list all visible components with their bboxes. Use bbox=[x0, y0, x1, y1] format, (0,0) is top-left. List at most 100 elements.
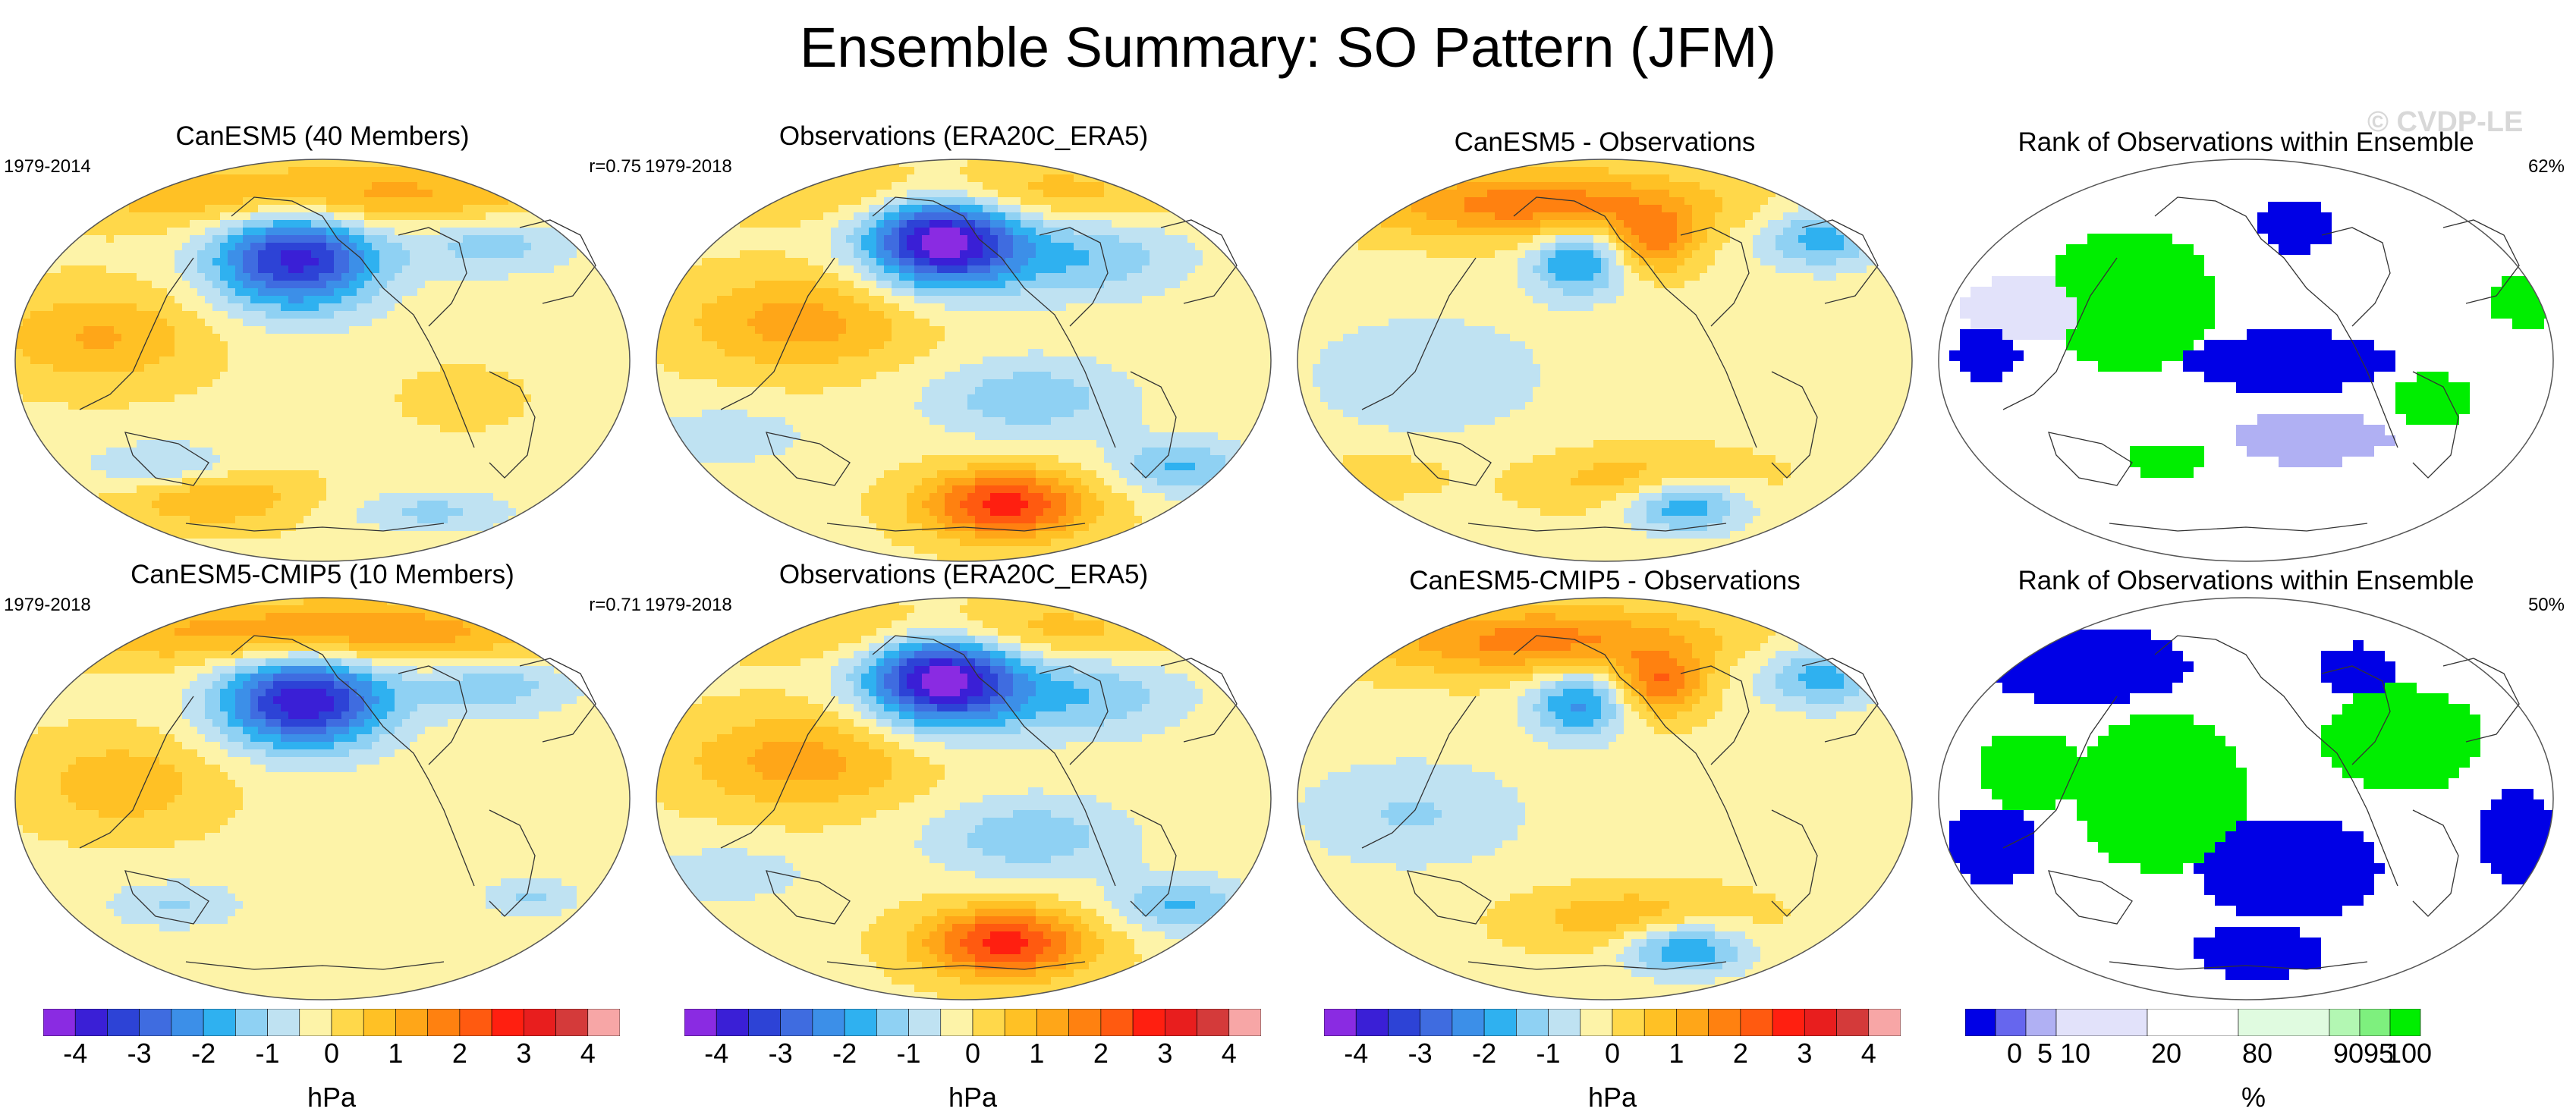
colorbar-tick-label: 3 bbox=[1157, 1038, 1172, 1069]
colorbar-swatch bbox=[813, 1009, 845, 1036]
colorbar-tick-label: 4 bbox=[1222, 1038, 1237, 1069]
colorbar-swatch bbox=[556, 1009, 588, 1036]
colorbar-tick-label: 90 bbox=[2333, 1038, 2364, 1069]
colorbar-tick-label: 5 bbox=[2037, 1038, 2052, 1069]
map-field bbox=[15, 598, 631, 1000]
colorbar-swatch bbox=[1581, 1009, 1612, 1036]
slp-map bbox=[4, 144, 641, 565]
colorbar-swatch bbox=[140, 1009, 171, 1036]
colorbar-tick-label: 2 bbox=[452, 1038, 467, 1069]
colorbar-swatch bbox=[43, 1009, 75, 1036]
colorbar-swatch bbox=[1804, 1009, 1836, 1036]
map-field bbox=[1297, 159, 1913, 562]
colorbar-swatch bbox=[781, 1009, 813, 1036]
colorbar-swatch bbox=[1165, 1009, 1197, 1036]
colorbar-swatch bbox=[75, 1009, 107, 1036]
colorbar-swatch bbox=[588, 1009, 620, 1036]
slp-map bbox=[645, 583, 1282, 1003]
colorbar-swatch bbox=[2390, 1009, 2420, 1036]
colorbar-swatch bbox=[524, 1009, 555, 1036]
colorbar-tick-label: 2 bbox=[1733, 1038, 1748, 1069]
colorbar-swatch bbox=[2329, 1009, 2360, 1036]
figure-title: Ensemble Summary: SO Pattern (JFM) bbox=[0, 14, 2576, 82]
colorbar-tick-label: 1 bbox=[1029, 1038, 1044, 1069]
colorbar-tick-label: -1 bbox=[1536, 1038, 1561, 1069]
colorbar-swatch bbox=[1772, 1009, 1804, 1036]
colorbar-swatch bbox=[1516, 1009, 1548, 1036]
colorbar-swatch bbox=[1324, 1009, 1356, 1036]
map-field bbox=[15, 159, 631, 562]
colorbar-swatch bbox=[1197, 1009, 1229, 1036]
colorbar-tick-label: -2 bbox=[191, 1038, 215, 1069]
colorbar-swatch bbox=[1388, 1009, 1420, 1036]
colorbar-tick-label: 20 bbox=[2151, 1038, 2181, 1069]
colorbar-swatch bbox=[1133, 1009, 1165, 1036]
colorbar-tick-label: -1 bbox=[256, 1038, 280, 1069]
map-field bbox=[656, 598, 1272, 1000]
colorbar-tick-label: 3 bbox=[516, 1038, 531, 1069]
colorbar-unit: % bbox=[1965, 1082, 2542, 1113]
colorbar-tick-label: -2 bbox=[1472, 1038, 1496, 1069]
colorbar-swatch bbox=[2056, 1009, 2147, 1036]
panel-difference: CanESM5 - Observations bbox=[1286, 121, 1923, 565]
colorbar-swatches bbox=[684, 1009, 1261, 1036]
colorbar-swatch bbox=[1869, 1009, 1901, 1036]
colorbar-tick-label: 4 bbox=[1861, 1038, 1876, 1069]
colorbar-swatch bbox=[684, 1009, 716, 1036]
colorbar-swatch bbox=[1452, 1009, 1484, 1036]
colorbar-swatch bbox=[332, 1009, 363, 1036]
colorbar-swatches bbox=[43, 1009, 620, 1036]
colorbar-unit: hPa bbox=[43, 1082, 620, 1113]
colorbar-swatch bbox=[1837, 1009, 1869, 1036]
colorbar-unit: hPa bbox=[1324, 1082, 1901, 1113]
panel-rank-2: Rank of Observations within Ensemble 50% bbox=[1927, 560, 2565, 1003]
colorbar-swatch bbox=[1484, 1009, 1516, 1036]
map-field bbox=[1297, 598, 1913, 1000]
colorbar-swatch bbox=[1069, 1009, 1101, 1036]
colorbar-swatch bbox=[1965, 1009, 1996, 1036]
colorbar-swatches bbox=[1965, 1009, 2542, 1036]
colorbar-swatch bbox=[203, 1009, 235, 1036]
colorbar-swatch bbox=[941, 1009, 973, 1036]
colorbar-tick-label: 2 bbox=[1093, 1038, 1109, 1069]
colorbar-swatch bbox=[235, 1009, 267, 1036]
slp-map bbox=[4, 583, 641, 1003]
colorbar-swatch bbox=[268, 1009, 300, 1036]
rank-map bbox=[1927, 144, 2565, 565]
colorbar-swatch bbox=[1356, 1009, 1388, 1036]
colorbar-tick-label: -4 bbox=[1344, 1038, 1368, 1069]
rank-map bbox=[1927, 583, 2565, 1003]
colorbar-swatch bbox=[107, 1009, 139, 1036]
colorbar-swatch bbox=[2026, 1009, 2056, 1036]
colorbar-swatch bbox=[1101, 1009, 1133, 1036]
colorbar-swatch bbox=[1996, 1009, 2026, 1036]
colorbar-swatch bbox=[748, 1009, 780, 1036]
colorbar-tick-label: 0 bbox=[324, 1038, 339, 1069]
colorbar-tick-label: -4 bbox=[63, 1038, 87, 1069]
colorbar-swatch bbox=[1709, 1009, 1741, 1036]
colorbar-tick-label: 80 bbox=[2242, 1038, 2272, 1069]
colorbar-tick-label: 100 bbox=[2386, 1038, 2432, 1069]
colorbar-unit: hPa bbox=[684, 1082, 1261, 1113]
colorbar-tick-label: 0 bbox=[1605, 1038, 1620, 1069]
colorbar-tick-label: -1 bbox=[897, 1038, 921, 1069]
colorbar-swatch bbox=[363, 1009, 395, 1036]
colorbar-swatches bbox=[1324, 1009, 1901, 1036]
colorbar-tick-label: -2 bbox=[832, 1038, 857, 1069]
slp-map bbox=[1286, 144, 1923, 565]
colorbar-tick-label: 0 bbox=[2007, 1038, 2022, 1069]
colorbar-swatch bbox=[492, 1009, 524, 1036]
panel-observations-2: Observations (ERA20C_ERA5) 1979-2018 bbox=[645, 560, 1282, 1003]
colorbar-tick-label: -3 bbox=[1408, 1038, 1433, 1069]
panel-observations: Observations (ERA20C_ERA5) 1979-2018 bbox=[645, 121, 1282, 565]
colorbar-tick-label: -3 bbox=[127, 1038, 152, 1069]
panel-rank: Rank of Observations within Ensemble 62% bbox=[1927, 121, 2565, 565]
colorbar-tick-label: 10 bbox=[2060, 1038, 2090, 1069]
colorbar-swatch bbox=[716, 1009, 748, 1036]
colorbar-tick-label: 1 bbox=[1669, 1038, 1684, 1069]
colorbar-swatch bbox=[1229, 1009, 1261, 1036]
colorbar-swatch bbox=[2147, 1009, 2238, 1036]
slp-map bbox=[1286, 583, 1923, 1003]
